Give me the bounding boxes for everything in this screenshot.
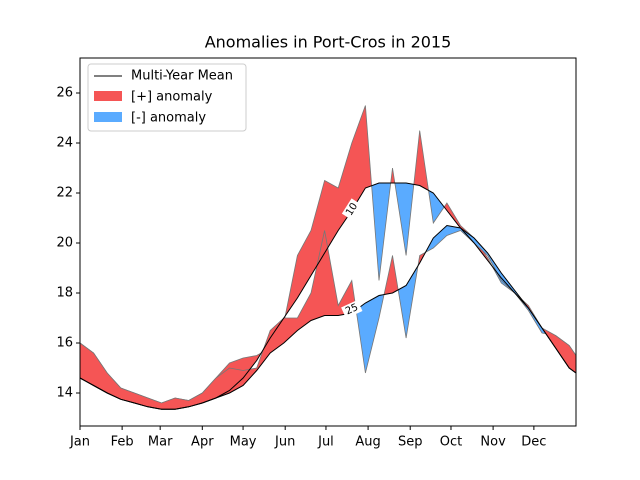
legend-swatch <box>94 91 122 101</box>
positive-anomaly-area <box>80 225 576 410</box>
x-tick-label: Mar <box>148 435 173 450</box>
x-tick-label: May <box>230 435 257 450</box>
x-tick-label: Nov <box>480 435 506 450</box>
depth-label: 25 <box>344 302 360 317</box>
x-tick-label: Oct <box>440 435 462 450</box>
x-tick-label: Sep <box>398 435 423 450</box>
x-tick-label: Aug <box>355 435 380 450</box>
observed-line <box>79 230 577 404</box>
depth-label-group: 25 <box>341 300 363 319</box>
y-tick-label: 20 <box>56 236 73 251</box>
legend-label: [-] anomaly <box>131 111 206 126</box>
depth-label-background <box>341 300 363 319</box>
legend-label: [+] anomaly <box>131 90 213 105</box>
y-tick-label: 24 <box>56 136 73 151</box>
chart-title: Anomalies in Port-Cros in 2015 <box>205 33 452 52</box>
x-tick-label: Jul <box>317 435 334 450</box>
y-tick-label: 26 <box>56 86 73 101</box>
mean-line <box>79 224 577 410</box>
y-tick-label: 16 <box>56 336 73 351</box>
y-tick-label: 18 <box>56 286 73 301</box>
x-tick-label: Jan <box>69 435 90 450</box>
legend-swatch <box>94 112 122 122</box>
depth-label-background <box>341 198 362 221</box>
y-tick-label: 14 <box>56 386 73 401</box>
legend-box <box>87 63 247 132</box>
x-tick-label: Jun <box>274 435 295 450</box>
y-tick-label: 22 <box>56 186 73 201</box>
legend-label: Multi-Year Mean <box>131 69 233 84</box>
x-tick-label: Apr <box>191 435 214 450</box>
x-tick-label: Feb <box>111 435 134 450</box>
plot-frame <box>79 57 577 427</box>
x-tick-label: Dec <box>521 435 546 450</box>
